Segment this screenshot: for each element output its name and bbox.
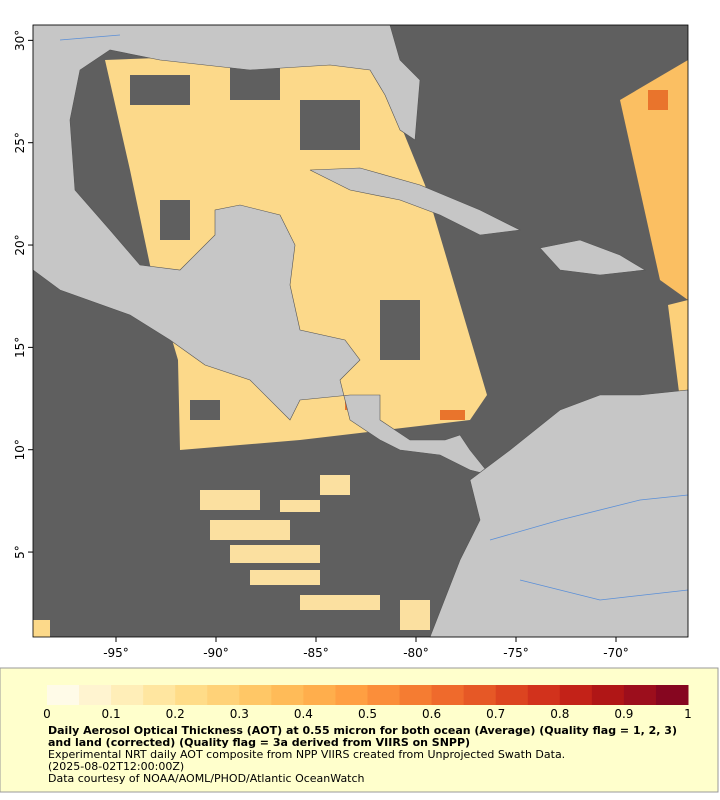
colorbar-tick-label: 0.1: [102, 707, 121, 721]
colorbar-swatch: [47, 685, 80, 705]
colorbar-swatch: [527, 685, 561, 705]
x-tick-label: -95°: [103, 646, 129, 660]
colorbar-swatch: [559, 685, 593, 705]
y-tick-label: 5°: [13, 545, 27, 559]
colorbar-swatch: [207, 685, 240, 705]
colorbar: 0 0.1 0.2 0.3 0.4 0.5 0.6 0.7 0.8 0.9 1: [43, 685, 692, 721]
land: [32, 24, 689, 638]
colorbar-tick-label: 0: [43, 707, 51, 721]
colorbar-swatch: [623, 685, 657, 705]
caption-line: Data courtesy of NOAA/AOML/PHOD/Atlantic…: [48, 772, 365, 785]
y-tick-label: 10°: [13, 439, 27, 460]
colorbar-tick-label: 0.5: [358, 707, 377, 721]
caption-title: Daily Aerosol Optical Thickness (AOT) at…: [48, 724, 677, 749]
colorbar-swatch: [239, 685, 272, 705]
colorbar-swatch: [111, 685, 144, 705]
colorbar-tick-label: 0.8: [550, 707, 569, 721]
colorbar-swatch: [463, 685, 497, 705]
y-tick-label: 30°: [13, 30, 27, 51]
colorbar-swatch: [367, 685, 401, 705]
caption-line: Experimental NRT daily AOT composite fro…: [48, 748, 566, 761]
x-tick-label: -90°: [203, 646, 229, 660]
colorbar-swatch: [431, 685, 465, 705]
caption-line: (2025-08-02T12:00:00Z): [48, 760, 185, 773]
y-tick-label: 25°: [13, 132, 27, 153]
colorbar-swatch: [495, 685, 529, 705]
colorbar-swatch: [335, 685, 368, 705]
colorbar-tick-label: 0.4: [294, 707, 313, 721]
scattered-data: [200, 475, 430, 630]
x-tick-label: -75°: [503, 646, 529, 660]
colorbar-swatch: [591, 685, 625, 705]
colorbar-tick-label: 0.3: [230, 707, 249, 721]
y-tick-label: 15°: [13, 337, 27, 358]
colorbar-swatch: [79, 685, 112, 705]
x-tick-label: -80°: [403, 646, 429, 660]
colorbar-swatch: [143, 685, 176, 705]
x-tick-label: -70°: [603, 646, 629, 660]
map-frame: [32, 24, 689, 638]
y-tick-label: 20°: [13, 234, 27, 255]
colorbar-tick-label: 0.7: [486, 707, 505, 721]
colorbar-tick-label: 0.9: [614, 707, 633, 721]
swath: [668, 300, 688, 400]
rivers: [59, 34, 689, 601]
colorbar-tick-label: 0.6: [422, 707, 441, 721]
caption: Daily Aerosol Optical Thickness (AOT) at…: [48, 725, 678, 785]
colorbar-swatch: [175, 685, 208, 705]
colorbar-swatch: [303, 685, 336, 705]
x-tick-label: -85°: [303, 646, 329, 660]
colorbar-tick-label: 0.2: [166, 707, 185, 721]
colorbar-swatch: [655, 685, 689, 705]
colorbar-swatch: [399, 685, 433, 705]
map: [32, 24, 689, 638]
axes: -95° -90° -85° -80° -75° -70° 30° 25° 20° 15° 10° 5…: [13, 30, 629, 660]
swath: [620, 60, 688, 300]
colorbar-swatch: [271, 685, 304, 705]
swath: [33, 620, 50, 637]
colorbar-tick-label: 1: [684, 707, 692, 721]
